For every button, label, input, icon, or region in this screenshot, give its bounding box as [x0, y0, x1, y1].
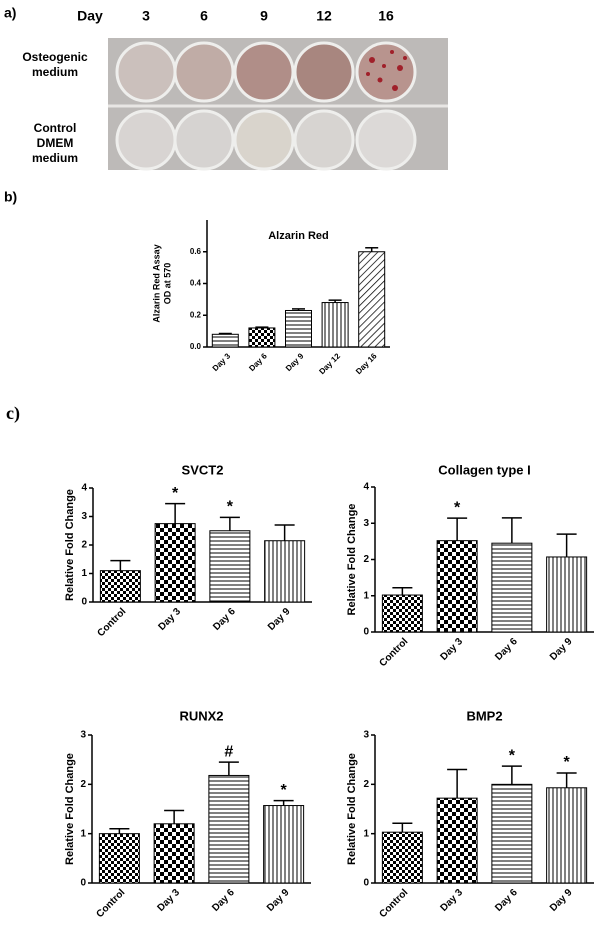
day-label: 6: [200, 8, 208, 24]
x-tick-label: Day 16: [354, 351, 379, 376]
y-axis-label: Relative Fold Change: [64, 753, 76, 865]
y-tick-label: 4: [363, 482, 369, 493]
bar: [358, 251, 386, 348]
x-tick-label: Day 9: [548, 636, 575, 663]
y-axis-label: Relative Fold Change: [346, 753, 358, 865]
row-label: DMEM: [37, 136, 74, 150]
y-tick-label: 3: [363, 518, 369, 529]
y-axis-label: Alzarin Red Assay: [151, 244, 161, 322]
bar: [381, 831, 423, 884]
y-tick-label: 0.6: [190, 247, 202, 256]
x-tick-label: Control: [95, 606, 128, 639]
x-tick-label: Control: [94, 887, 127, 920]
y-tick-label: 3: [363, 730, 369, 741]
y-tick-label: 0.2: [190, 310, 202, 319]
bar: [546, 787, 588, 884]
bar: [491, 783, 533, 884]
y-tick-label: 0: [363, 627, 369, 638]
y-tick-label: 3: [80, 730, 86, 741]
day-label: 16: [378, 8, 394, 24]
bar: [154, 523, 196, 603]
y-axis-label: Relative Fold Change: [346, 504, 358, 616]
x-tick-label: Day 6: [493, 636, 520, 663]
bar: [208, 774, 250, 884]
chart-title: BMP2: [466, 708, 502, 723]
x-tick-label: Day 3: [211, 351, 233, 373]
significance-mark: *: [509, 747, 516, 764]
y-tick-label: 1: [80, 828, 86, 839]
y-tick-label: 1: [363, 590, 369, 601]
x-tick-label: Day 9: [548, 887, 575, 914]
x-tick-label: Day 6: [211, 606, 238, 633]
chart-title: Alzarin Red: [268, 230, 329, 242]
y-tick-label: 0: [80, 878, 86, 889]
significance-mark: *: [564, 754, 571, 771]
y-tick-label: 0: [363, 878, 369, 889]
y-tick-label: 1: [81, 568, 87, 579]
wells: [115, 41, 417, 171]
x-tick-label: Day 6: [247, 351, 269, 373]
y-tick-label: 2: [363, 779, 369, 790]
y-tick-label: 3: [81, 511, 87, 522]
bar: [285, 309, 312, 348]
panel-label: a): [4, 5, 16, 21]
significance-mark: *: [281, 782, 288, 799]
x-tick-label: Day 6: [493, 887, 520, 914]
significance-mark: #: [224, 743, 233, 760]
chart-title: SVCT2: [182, 462, 224, 477]
bar: [209, 530, 251, 603]
y-tick-label: 2: [363, 554, 369, 565]
bar: [264, 540, 306, 603]
x-tick-label: Day 9: [265, 887, 292, 914]
bar: [436, 797, 478, 884]
day-label: 12: [316, 8, 332, 24]
bar: [263, 805, 305, 884]
chart-title: Collagen type I: [438, 462, 530, 477]
row-label: medium: [32, 151, 78, 165]
bar: [211, 333, 239, 348]
x-tick-label: Day 3: [155, 887, 182, 914]
x-tick-label: Day 3: [438, 636, 465, 663]
y-tick-label: 0.0: [190, 342, 202, 351]
bar: [436, 540, 478, 633]
bar: [491, 542, 533, 633]
bar: [99, 570, 141, 603]
y-tick-label: 0: [81, 597, 87, 608]
significance-mark: *: [454, 499, 461, 516]
x-tick-label: Control: [377, 636, 410, 669]
day-label: 3: [142, 8, 150, 24]
significance-mark: *: [172, 485, 179, 502]
y-tick-label: 2: [80, 779, 86, 790]
x-tick-label: Control: [377, 887, 410, 920]
mineral-spots: [366, 50, 407, 91]
x-tick-label: Day 12: [317, 351, 342, 376]
x-tick-label: Day 9: [266, 606, 293, 633]
x-tick-label: Day 3: [438, 887, 465, 914]
bar: [248, 327, 276, 348]
row-label: Osteogenic: [22, 50, 88, 64]
panel-label: b): [4, 189, 17, 205]
bar: [153, 823, 195, 884]
bar: [98, 833, 140, 884]
y-tick-label: 4: [81, 483, 87, 494]
y-axis-label: Relative Fold Change: [64, 489, 76, 601]
bar: [381, 594, 423, 633]
y-tick-label: 1: [363, 828, 369, 839]
y-tick-label: 2: [81, 540, 87, 551]
panel-label: c): [6, 403, 20, 424]
row-label: Control: [34, 121, 77, 135]
x-tick-label: Day 9: [284, 351, 306, 373]
row-label: medium: [32, 65, 78, 79]
day-label: 9: [260, 8, 268, 24]
bar: [321, 302, 349, 348]
day-header: Day: [77, 8, 103, 24]
y-tick-label: 0.4: [190, 279, 202, 288]
x-tick-label: Day 3: [156, 606, 183, 633]
significance-mark: *: [227, 499, 234, 516]
chart-title: RUNX2: [179, 708, 223, 723]
bar: [546, 556, 588, 633]
y-axis-label: OD at 570: [162, 263, 172, 305]
x-tick-label: Day 6: [210, 887, 237, 914]
